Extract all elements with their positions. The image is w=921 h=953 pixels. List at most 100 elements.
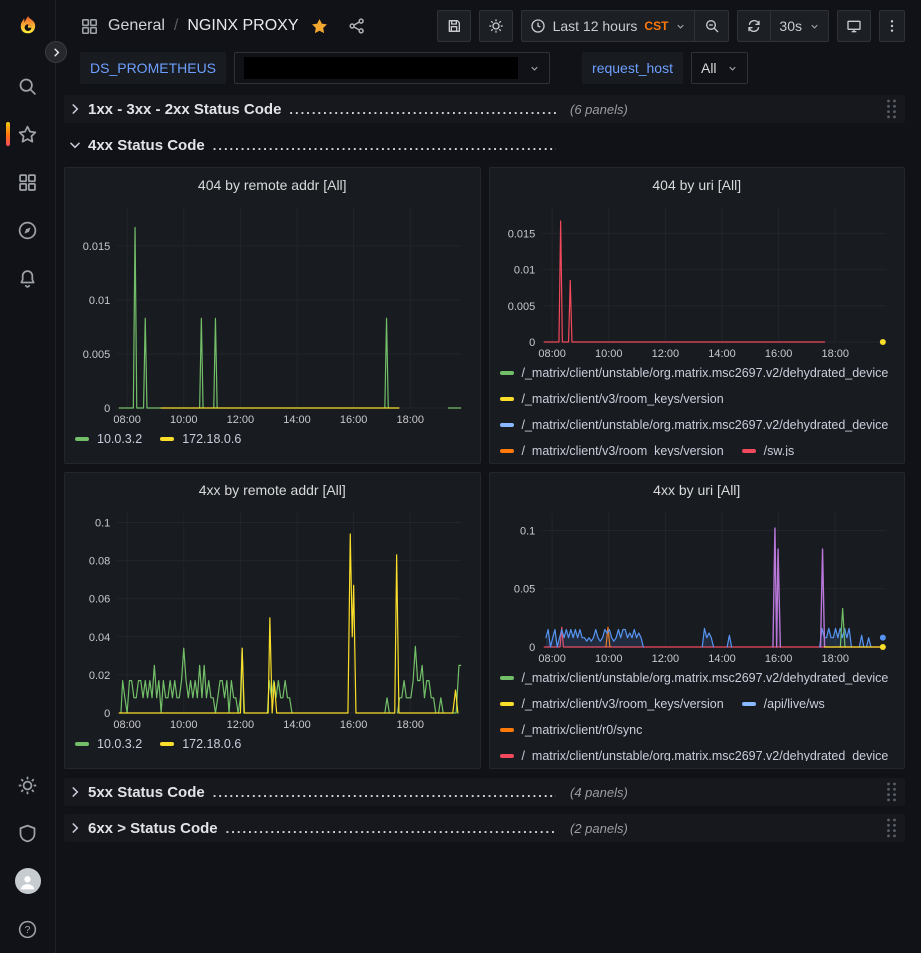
svg-text:12:00: 12:00 [227, 414, 255, 426]
time-range-picker[interactable]: Last 12 hours CST [520, 10, 696, 42]
share-icon[interactable] [348, 17, 366, 35]
time-series-chart[interactable]: 08:00 10:00 12:00 14:00 16:00 18:00 0 0.005 0.01… [500, 196, 895, 362]
sidebar-item-help[interactable]: ? [0, 905, 56, 953]
legend-item[interactable]: /_matrix/client/v3/room_keys/version [499, 444, 724, 456]
variable-select-request-host[interactable]: All [690, 52, 748, 84]
row-header-5xx[interactable]: 5xx Status Code ........................… [64, 778, 905, 806]
svg-text:0.1: 0.1 [95, 518, 110, 530]
refresh-icon [748, 19, 761, 33]
legend-item[interactable]: /_matrix/client/unstable/org.matrix.msc2… [499, 418, 888, 432]
panel-title[interactable]: 4xx by remote addr [All] [198, 482, 346, 498]
legend-swatch [741, 702, 756, 706]
compass-icon [18, 221, 37, 239]
legend-item[interactable]: /_matrix/client/v3/room_keys/version [499, 392, 724, 406]
svg-text:08:00: 08:00 [113, 719, 141, 731]
svg-text:14:00: 14:00 [283, 719, 311, 731]
refresh-interval-label: 30s [779, 18, 802, 34]
legend-swatch [499, 423, 514, 427]
row-header-1xx-3xx-2xx[interactable]: 1xx - 3xx - 2xx Status Code ............… [64, 95, 905, 123]
legend-label: /_matrix/client/v3/room_keys/version [521, 444, 724, 456]
redacted-value [244, 57, 519, 79]
legend-label: /_matrix/client/r0/sync [521, 723, 643, 737]
panel-title[interactable]: 404 by uri [All] [652, 177, 742, 193]
sidebar-item-server-admin[interactable] [0, 809, 56, 857]
chart-legend: 10.0.3.2 172.18.0.6 [75, 735, 470, 753]
sidebar: ? [0, 0, 56, 953]
svg-text:10:00: 10:00 [595, 653, 623, 665]
legend-swatch [499, 754, 514, 758]
panel-title[interactable]: 4xx by uri [All] [653, 482, 741, 498]
time-series-chart[interactable]: 08:00 10:00 12:00 14:00 16:00 18:00 0 0.05 0.1 [500, 501, 895, 667]
breadcrumb-section[interactable]: General [108, 17, 165, 34]
row-title: 4xx Status Code [88, 136, 205, 154]
legend-label: /_matrix/client/v3/room_keys/version [521, 697, 724, 711]
chevron-right-icon [72, 823, 79, 833]
chevron-right-icon [53, 48, 59, 56]
sidebar-item-starred[interactable] [0, 110, 56, 158]
legend-swatch [75, 437, 89, 441]
refresh-button[interactable] [737, 10, 772, 42]
row-leader-dots: ........................................… [289, 101, 556, 117]
legend-swatch [499, 371, 514, 375]
legend-item[interactable]: /_matrix/client/v3/room_keys/version [499, 697, 724, 711]
sidebar-item-explore[interactable] [0, 206, 56, 254]
svg-text:18:00: 18:00 [821, 653, 849, 665]
kebab-menu-button[interactable] [879, 10, 905, 42]
legend-swatch [499, 676, 514, 680]
row-header-4xx[interactable]: 4xx Status Code ........................… [64, 131, 905, 159]
legend-item[interactable]: /_matrix/client/unstable/org.matrix.msc2… [499, 671, 889, 685]
sidebar-item-alerting[interactable] [0, 254, 56, 302]
tv-mode-button[interactable] [837, 10, 871, 42]
drag-handle-icon[interactable] [884, 817, 899, 839]
favorite-star-icon[interactable] [310, 17, 329, 36]
drag-handle-icon[interactable] [884, 98, 899, 120]
svg-text:14:00: 14:00 [708, 348, 736, 360]
sidebar-item-profile[interactable] [0, 857, 56, 905]
breadcrumb: General / NGINX PROXY [80, 17, 366, 36]
legend-item[interactable]: /_matrix/client/unstable/org.matrix.msc2… [499, 749, 889, 761]
svg-text:?: ? [25, 924, 31, 936]
legend-label: /_matrix/client/unstable/org.matrix.msc2… [521, 749, 889, 761]
legend-item[interactable]: 10.0.3.2 [75, 737, 142, 751]
avatar [14, 868, 41, 894]
legend-item[interactable]: /_matrix/client/r0/sync [499, 723, 643, 737]
save-dashboard-button[interactable] [436, 10, 471, 42]
drag-handle-icon[interactable] [884, 781, 899, 803]
chevron-down-icon [811, 24, 818, 29]
dashboard-header: General / NGINX PROXY Last 12 hours CST [56, 0, 921, 52]
legend-item[interactable]: /_matrix/client/unstable/org.matrix.msc2… [499, 366, 888, 380]
legend-item[interactable]: 172.18.0.6 [160, 737, 241, 751]
row-title: 5xx Status Code [88, 783, 205, 801]
time-series-chart[interactable]: 08:00 10:00 12:00 14:00 16:00 18:00 0 0.005 0.01… [75, 196, 470, 428]
variable-select-ds-prometheus[interactable] [234, 52, 551, 84]
sidebar-item-search[interactable] [0, 62, 56, 110]
legend-item[interactable]: /api/live/ws [741, 697, 825, 711]
sidebar-item-configuration[interactable] [0, 761, 56, 809]
shield-icon [19, 824, 36, 842]
legend-swatch [160, 742, 175, 746]
svg-text:10:00: 10:00 [595, 348, 623, 360]
zoom-out-time-button[interactable] [695, 10, 730, 42]
dashboard-settings-button[interactable] [478, 10, 513, 42]
sidebar-item-dashboards[interactable] [0, 158, 56, 206]
panel-title[interactable]: 404 by remote addr [All] [197, 177, 347, 193]
svg-text:0.06: 0.06 [89, 594, 110, 606]
timezone-label: CST [644, 19, 669, 33]
legend-item[interactable]: 172.18.0.6 [160, 432, 241, 446]
legend-item[interactable]: 10.0.3.2 [75, 432, 142, 446]
variables-bar: DS_PROMETHEUS request_host All [56, 52, 921, 92]
legend-label: /_matrix/client/unstable/org.matrix.msc2… [521, 671, 889, 685]
sidebar-expand-button[interactable] [45, 41, 67, 63]
legend-swatch [499, 728, 514, 732]
legend-swatch [741, 449, 756, 453]
row-panel-count: (4 panels) [570, 784, 628, 800]
grafana-logo-icon[interactable] [15, 14, 41, 40]
svg-text:18:00: 18:00 [821, 348, 849, 360]
legend-item[interactable]: /sw.js [741, 444, 794, 456]
svg-text:0.1: 0.1 [519, 525, 534, 537]
row-header-6xx[interactable]: 6xx > Status Code ......................… [64, 814, 905, 842]
svg-text:10:00: 10:00 [170, 414, 198, 426]
svg-text:08:00: 08:00 [538, 653, 566, 665]
refresh-interval-picker[interactable]: 30s [771, 10, 829, 42]
time-series-chart[interactable]: 08:00 10:00 12:00 14:00 16:00 18:00 0 0.02 0.04 0… [75, 501, 470, 733]
